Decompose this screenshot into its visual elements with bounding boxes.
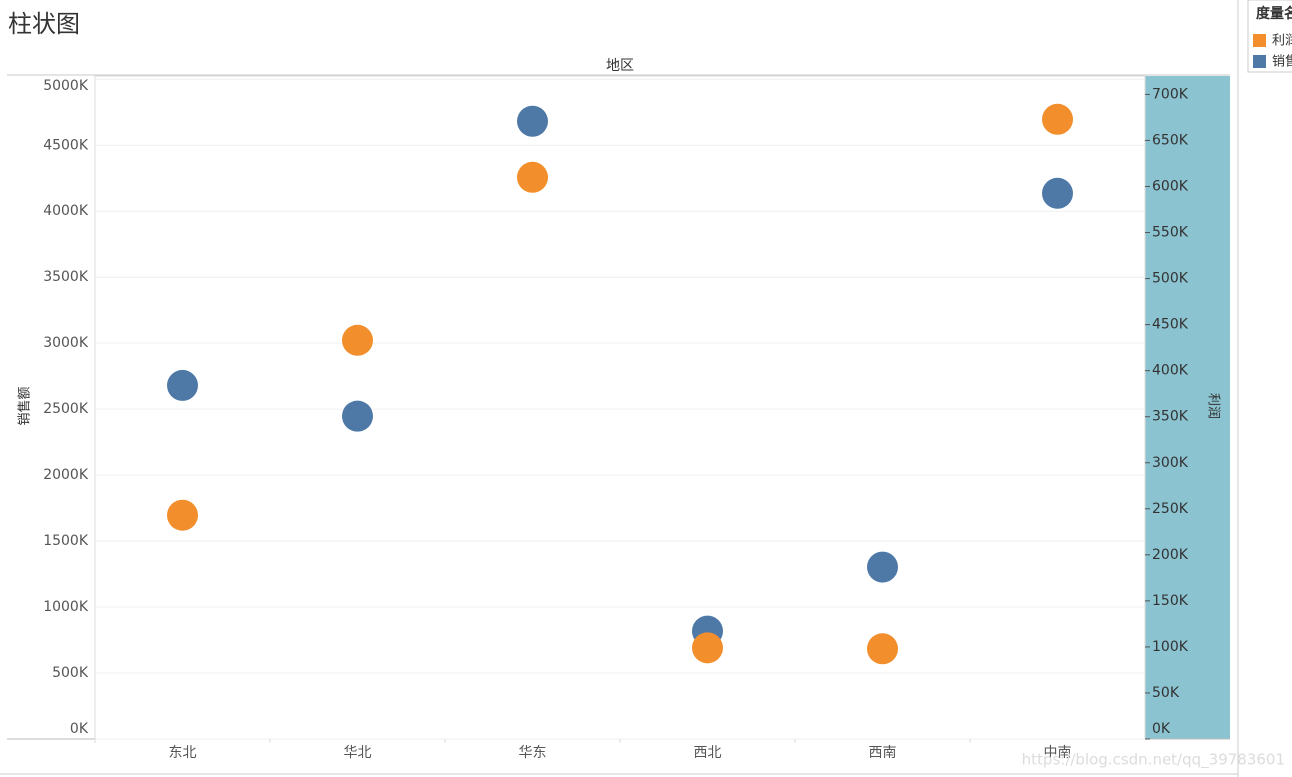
y2-tick-label: 700K — [1152, 86, 1189, 102]
y2-tick-label: 400K — [1152, 363, 1189, 379]
y2-tick-label: 650K — [1152, 132, 1189, 148]
y-tick-label: 2000K — [43, 467, 89, 483]
y2-tick-label: 500K — [1152, 271, 1189, 287]
dot — [692, 632, 723, 664]
y-tick-label: 2500K — [43, 401, 89, 417]
x-tick-label: 中南 — [1044, 745, 1072, 761]
dot — [517, 105, 548, 137]
y-tick-label: 4000K — [43, 203, 89, 219]
y2-tick-label: 450K — [1152, 317, 1189, 333]
y-tick-label: 3500K — [43, 269, 89, 285]
legend-label: 利润 — [1272, 34, 1292, 49]
y-tick-label: 1000K — [43, 599, 89, 615]
dot — [342, 324, 373, 356]
x-tick-label: 西南 — [869, 745, 897, 761]
y2-axis-title: 利润 — [1206, 393, 1221, 419]
y2-tick-label: 50K — [1152, 685, 1180, 701]
dot — [867, 633, 898, 665]
dot — [342, 400, 373, 432]
dot — [517, 161, 548, 193]
y2-tick-label: 550K — [1152, 225, 1189, 241]
x-tick-label: 华东 — [519, 745, 547, 761]
dot — [167, 499, 198, 531]
dot — [1042, 177, 1073, 209]
y2-tick-label: 350K — [1152, 409, 1189, 425]
x-tick-label: 华北 — [344, 745, 372, 761]
legend-title: 度量名称 — [1256, 5, 1292, 22]
x-tick-label: 西北 — [694, 745, 722, 761]
y2-tick-label: 150K — [1152, 593, 1189, 609]
chart-title: 柱状图 — [8, 10, 80, 38]
dot — [167, 369, 198, 401]
y-tick-label: 4500K — [43, 137, 89, 153]
watermark: https://blog.csdn.net/qq_39783601 — [1022, 751, 1285, 770]
y-tick-label: 5000K — [43, 78, 89, 94]
y2-band — [1145, 76, 1230, 739]
y2-tick-label: 100K — [1152, 639, 1189, 655]
dot — [1042, 103, 1073, 135]
y2-tick-label: 600K — [1152, 179, 1189, 195]
y-tick-label: 1500K — [43, 533, 89, 549]
y2-tick-label: 200K — [1152, 547, 1189, 563]
y2-tick-label: 300K — [1152, 455, 1189, 471]
dot — [867, 551, 898, 583]
y-tick-label: 500K — [52, 665, 89, 681]
column-header: 地区 — [606, 58, 634, 74]
legend-swatch — [1253, 55, 1266, 68]
legend-label: 销售额 — [1272, 54, 1292, 70]
y-axis-title: 销售额 — [17, 386, 33, 425]
y-tick-label: 0K — [70, 721, 89, 737]
y-tick-label: 3000K — [43, 335, 89, 351]
y2-tick-label: 250K — [1152, 501, 1189, 517]
legend-swatch — [1253, 34, 1266, 47]
x-tick-label: 东北 — [169, 745, 197, 761]
y2-tick-label: 0K — [1152, 721, 1171, 737]
